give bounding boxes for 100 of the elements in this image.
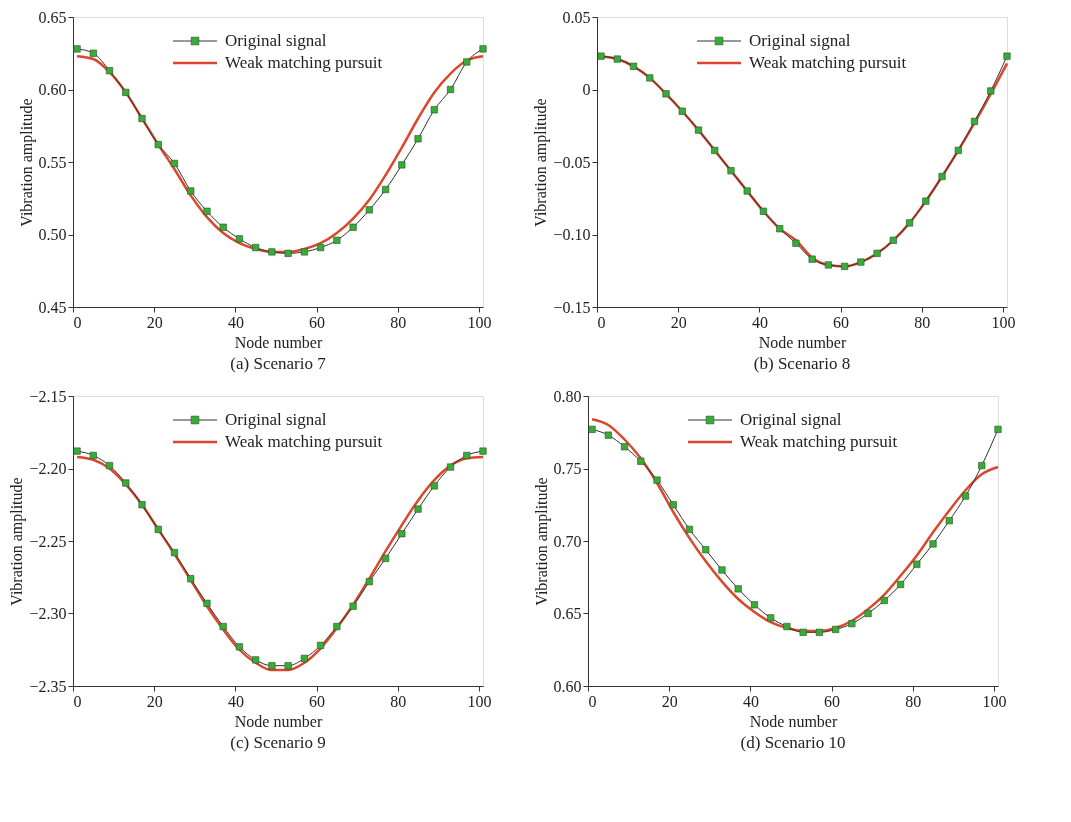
point (961, 492, 970, 500)
point (414, 505, 422, 513)
point (702, 546, 710, 554)
point (669, 501, 677, 509)
point (398, 530, 406, 538)
x-axis-title: Node number (758, 333, 847, 351)
y-tick-label: 0.65 (38, 8, 67, 26)
y-tick-label: 0.65 (553, 605, 582, 622)
point (954, 146, 962, 154)
point (613, 55, 621, 63)
point (479, 45, 487, 53)
legend-label: Weak matching pursuit (749, 53, 907, 72)
point (430, 106, 438, 114)
y-tick-label: 0 (582, 81, 591, 98)
point (284, 249, 292, 257)
point (929, 540, 937, 548)
x-tick-label: 100 (982, 692, 1007, 710)
x-tick-label: 100 (991, 313, 1016, 331)
legend-label: Original signal (225, 31, 327, 50)
x-tick-label: 40 (742, 692, 759, 710)
x-tick-label: 60 (833, 313, 850, 331)
x-tick-label: 20 (661, 692, 678, 710)
point (317, 244, 325, 252)
point (604, 431, 612, 439)
point (105, 67, 114, 75)
x-axis-title: Node number (749, 712, 838, 730)
y-tick-label: −2.20 (29, 460, 67, 477)
point (792, 239, 800, 247)
point (170, 549, 179, 557)
point (922, 197, 930, 205)
y-tick-label: −2.35 (29, 677, 67, 695)
y-tick-label: 0.55 (38, 153, 67, 171)
point (637, 457, 645, 465)
point (203, 599, 211, 607)
point (268, 248, 276, 256)
x-tick-label: 40 (227, 692, 244, 710)
point (89, 49, 97, 57)
point (479, 447, 487, 455)
point (414, 135, 422, 143)
x-tick-label: 0 (73, 692, 82, 710)
y-tick-label: 0.80 (553, 387, 582, 405)
x-tick-label: 60 (309, 692, 326, 710)
point (235, 643, 243, 651)
point (154, 141, 162, 149)
point (978, 462, 986, 470)
x-tick-label: 20 (670, 313, 687, 331)
x-tick-label: 40 (751, 313, 768, 331)
point (815, 628, 823, 636)
x-tick-label: 20 (146, 313, 163, 331)
point (300, 654, 308, 662)
point (187, 187, 195, 195)
point (629, 62, 638, 70)
point (945, 517, 953, 525)
legend-label: Weak matching pursuit (225, 53, 383, 72)
point (808, 255, 816, 263)
point (824, 261, 832, 269)
x-tick-label: 80 (390, 692, 407, 710)
point (873, 249, 881, 257)
point (105, 462, 114, 470)
x-tick-label: 80 (390, 313, 407, 331)
point (252, 244, 260, 252)
point (783, 623, 791, 631)
point (987, 87, 995, 95)
point (203, 207, 211, 215)
point (170, 159, 179, 167)
point (880, 596, 888, 604)
point (938, 172, 946, 181)
point (349, 223, 357, 231)
point (848, 620, 856, 628)
point (122, 88, 130, 96)
text: (b) Scenario 8 (753, 354, 851, 373)
point (759, 207, 767, 215)
y-tick-label: 0.60 (553, 677, 582, 695)
y-axis-title: Vibration amplitude (532, 477, 551, 606)
x-tick-label: 100 (467, 692, 492, 710)
point (73, 447, 81, 455)
point (662, 90, 670, 98)
y-tick-label: −2.30 (29, 605, 67, 622)
legend-label: Original signal (740, 410, 842, 429)
point (284, 662, 292, 670)
point (718, 566, 726, 574)
y-tick-label: −2.25 (29, 532, 67, 550)
point (235, 235, 243, 243)
text: (d) Scenario 10 (740, 733, 846, 752)
legend-label: Weak matching pursuit (225, 432, 383, 451)
x-axis-title: Node number (234, 712, 323, 730)
point (694, 126, 703, 134)
point (734, 585, 742, 593)
x-tick-label: 20 (146, 692, 163, 710)
point (913, 560, 921, 568)
point (799, 628, 807, 636)
point (857, 258, 865, 266)
point (463, 58, 471, 66)
point (382, 554, 390, 562)
point (678, 107, 686, 115)
y-tick-label: 0.60 (38, 81, 67, 98)
y-tick-label: 0.50 (38, 226, 67, 243)
point (446, 463, 455, 471)
point (382, 186, 390, 194)
point (446, 85, 455, 94)
